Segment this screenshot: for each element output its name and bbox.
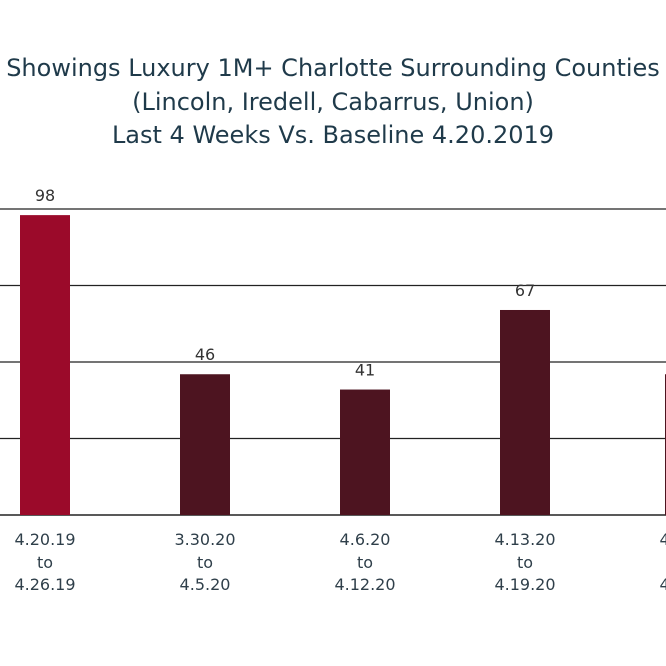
x-tick-label-1-line-2: to bbox=[37, 553, 53, 572]
x-tick-label-5-line-3: 4.26.20 bbox=[659, 575, 666, 594]
bar-4 bbox=[500, 309, 550, 515]
x-tick-label-2-line-1: 3.30.20 bbox=[174, 530, 235, 549]
bar-3 bbox=[340, 389, 390, 515]
data-labels: 98 46 41 67 bbox=[35, 186, 535, 379]
x-tick-label-1-line-1: 4.20.19 bbox=[14, 530, 75, 549]
x-tick-label-3-line-1: 4.6.20 bbox=[340, 530, 391, 549]
x-tick-label-3-line-3: 4.12.20 bbox=[334, 575, 395, 594]
title-line-3: Last 4 Weeks Vs. Baseline 4.20.2019 bbox=[112, 121, 554, 149]
bars bbox=[20, 215, 666, 515]
gridlines bbox=[0, 208, 666, 516]
chart-title: Showings Luxury 1M+ Charlotte Surroundin… bbox=[6, 54, 660, 149]
bar-2 bbox=[180, 374, 230, 515]
data-label-3: 41 bbox=[355, 361, 375, 380]
data-label-4: 67 bbox=[515, 281, 535, 300]
x-tick-labels: 4.20.19 to 4.26.19 3.30.20 to 4.5.20 4.6.20 to 4… bbox=[14, 530, 666, 594]
x-tick-label-2-line-2: to bbox=[197, 553, 213, 572]
data-label-1: 98 bbox=[35, 186, 55, 205]
x-tick-label-4-line-3: 4.19.20 bbox=[494, 575, 555, 594]
x-tick-label-5-line-1: 4.20.20 bbox=[659, 530, 666, 549]
x-tick-label-1-line-3: 4.26.19 bbox=[14, 575, 75, 594]
x-tick-label-4-line-1: 4.13.20 bbox=[494, 530, 555, 549]
data-label-2: 46 bbox=[195, 345, 215, 364]
x-tick-label-4-line-2: to bbox=[517, 553, 533, 572]
title-line-2: (Lincoln, Iredell, Cabarrus, Union) bbox=[132, 88, 534, 116]
x-tick-label-2-line-3: 4.5.20 bbox=[180, 575, 231, 594]
x-tick-label-3-line-2: to bbox=[357, 553, 373, 572]
bar-1 bbox=[20, 215, 70, 515]
title-line-1: Showings Luxury 1M+ Charlotte Surroundin… bbox=[6, 54, 660, 82]
